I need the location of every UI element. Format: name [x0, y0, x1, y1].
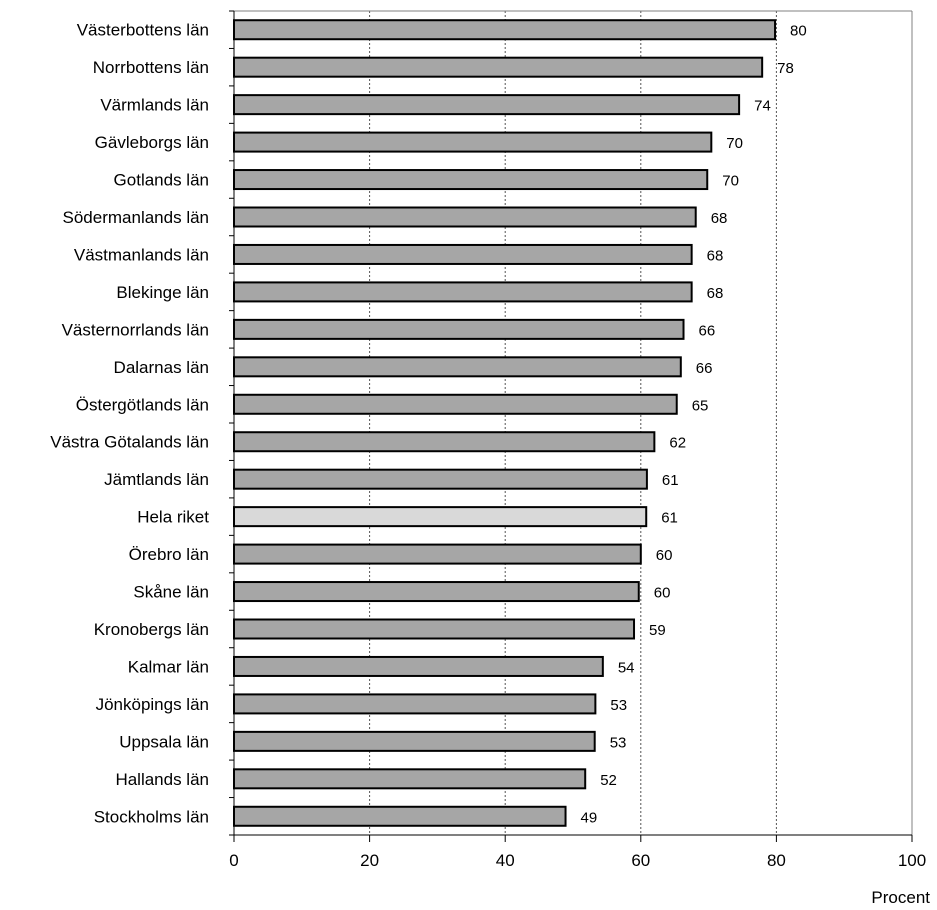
data-label: 68: [711, 210, 728, 227]
category-label: Västmanlands län: [74, 245, 209, 264]
data-label: 59: [649, 622, 666, 639]
x-tick-label: 20: [360, 851, 379, 870]
category-label: Östergötlands län: [76, 395, 209, 414]
bars: [233, 19, 777, 827]
category-label: Gävleborgs län: [95, 133, 209, 152]
bar-14: [233, 543, 642, 565]
data-label: 68: [707, 247, 724, 264]
x-tick-label: 40: [496, 851, 515, 870]
data-label: 62: [669, 435, 686, 452]
data-label: 66: [696, 360, 713, 377]
x-axis-title: Procent: [871, 888, 930, 907]
data-label: 70: [726, 135, 743, 152]
data-label: 70: [722, 173, 739, 190]
category-label: Hallands län: [115, 770, 209, 789]
data-label: 53: [610, 734, 627, 751]
category-label: Västerbottens län: [77, 21, 209, 40]
data-label: 80: [790, 23, 807, 40]
bar-15: [233, 581, 640, 603]
category-label: Blekinge län: [116, 283, 209, 302]
bar-2: [233, 94, 741, 116]
data-label: 78: [777, 60, 794, 77]
category-label: Kronobergs län: [94, 620, 209, 639]
category-label: Västernorrlands län: [62, 320, 209, 339]
category-label: Dalarnas län: [114, 358, 209, 377]
category-label: Örebro län: [129, 545, 209, 564]
data-label: 74: [754, 98, 771, 115]
x-tick-label: 0: [229, 851, 238, 870]
data-label: 60: [656, 547, 673, 564]
bar-17: [233, 655, 604, 677]
bar-1: [233, 56, 764, 78]
data-label: 54: [618, 659, 635, 676]
category-label: Södermanlands län: [63, 208, 209, 227]
category-label: Uppsala län: [119, 732, 209, 751]
data-label: 68: [707, 285, 724, 302]
category-label: Norrbottens län: [93, 58, 209, 77]
bar-9: [233, 356, 682, 378]
bar-18: [233, 693, 597, 715]
bar-16: [233, 618, 636, 640]
x-tick-label: 100: [898, 851, 926, 870]
category-label: Jönköpings län: [96, 695, 209, 714]
x-axis: 0 20 40 60 80 100: [229, 835, 926, 870]
bar-7: [233, 281, 693, 303]
data-label: 61: [662, 472, 679, 489]
data-label: 53: [610, 697, 627, 714]
category-label: Jämtlands län: [104, 470, 209, 489]
bar-4: [233, 169, 709, 191]
bar-8: [233, 318, 685, 340]
category-label: Stockholms län: [94, 807, 209, 826]
data-label: 49: [581, 809, 598, 826]
x-tick-label: 80: [767, 851, 786, 870]
category-label: Värmlands län: [100, 96, 209, 115]
data-label: 52: [600, 772, 617, 789]
bar-11: [233, 431, 656, 453]
data-label: 61: [661, 510, 678, 527]
bar-10: [233, 393, 678, 415]
bar-6: [233, 243, 693, 265]
category-label: Kalmar län: [128, 657, 209, 676]
category-label: Skåne län: [133, 583, 209, 602]
bar-3: [233, 131, 713, 153]
data-label: 66: [699, 322, 716, 339]
bar-12: [233, 468, 648, 490]
x-tick-label: 60: [631, 851, 650, 870]
bar-20: [233, 768, 587, 790]
data-labels: 80 78 74 70 70 68 68 68 66 66 65 62 61 61 60 60 59 54 53 53…: [581, 23, 807, 827]
bar-13: [233, 506, 648, 528]
category-label: Hela riket: [137, 508, 209, 527]
category-labels: Västerbottens län Norrbottens län Värmland…: [50, 21, 209, 827]
bar-19: [233, 730, 596, 752]
bar-0: [233, 19, 777, 41]
bar-21: [233, 805, 567, 827]
category-label: Västra Götalands län: [50, 433, 209, 452]
category-label: Gotlands län: [114, 171, 209, 190]
data-label: 60: [654, 585, 671, 602]
bar-5: [233, 206, 697, 228]
data-label: 65: [692, 397, 709, 414]
